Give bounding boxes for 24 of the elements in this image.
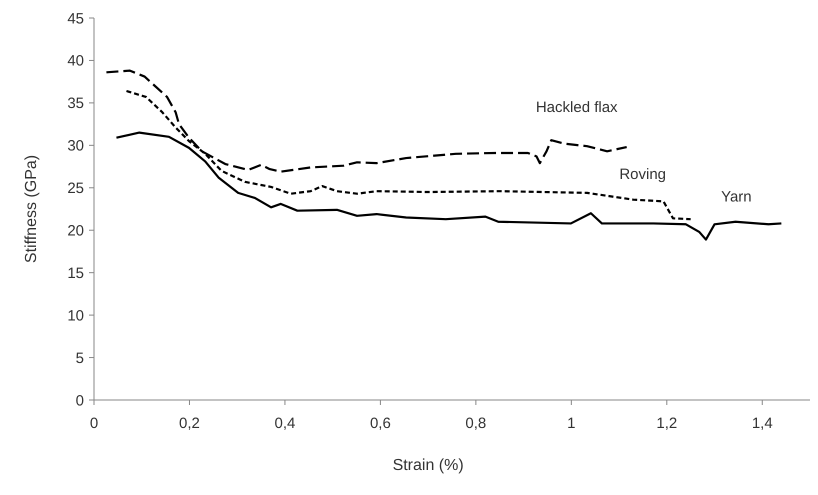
x-tick-label: 0,2 <box>179 415 200 432</box>
x-tick-label: 0,8 <box>465 415 486 432</box>
x-tick-label: 0,6 <box>370 415 391 432</box>
y-tick-label: 15 <box>67 264 84 282</box>
x-tick-label: 1 <box>567 415 576 432</box>
y-tick-label: 25 <box>67 180 84 198</box>
x-axis-title: Strain (%) <box>392 457 464 474</box>
line-series <box>115 132 782 241</box>
series-label: Yarn <box>721 188 752 206</box>
y-tick-label: 40 <box>67 52 84 70</box>
series-label: Hackled flax <box>536 99 618 116</box>
y-tick-label: 0 <box>76 392 84 410</box>
series-label: Roving <box>619 166 666 184</box>
x-tick-label: 0 <box>90 415 98 432</box>
x-tick-label: 0,4 <box>274 415 296 432</box>
y-tick-label: 5 <box>76 350 84 367</box>
y-axis-title: Stiffness (GPa) <box>23 154 40 264</box>
y-tick-label: 35 <box>67 95 84 112</box>
y-tick-label: 45 <box>67 10 84 28</box>
x-tick-label: 1,2 <box>656 415 678 432</box>
x-tick-label: 1,4 <box>752 415 773 432</box>
y-tick-label: 10 <box>67 307 84 324</box>
y-tick-label: 30 <box>67 138 84 155</box>
y-tick-label: 20 <box>67 222 84 240</box>
